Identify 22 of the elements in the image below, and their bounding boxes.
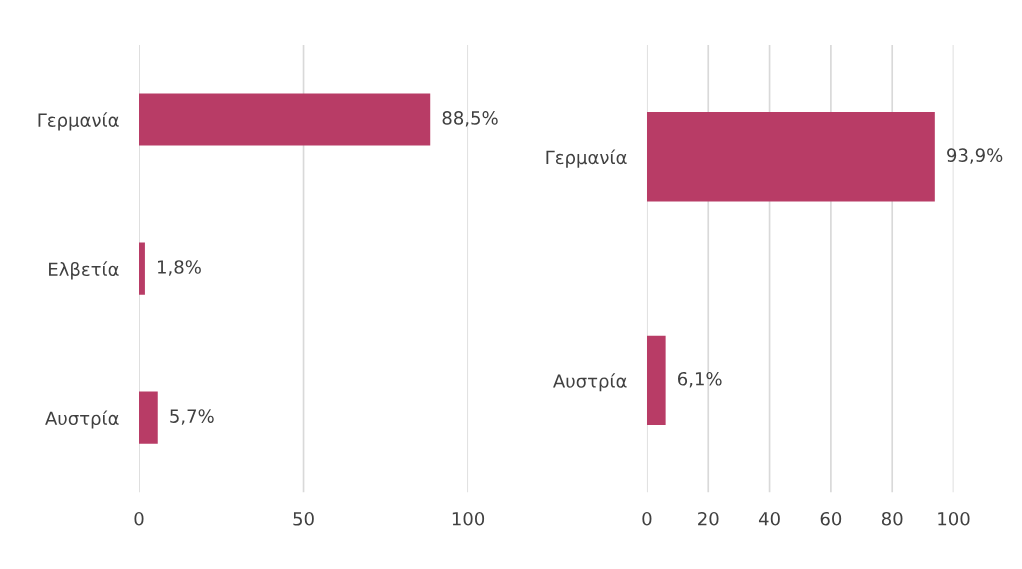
data-label: 6,1% xyxy=(678,371,722,388)
x-tick-label: 50 xyxy=(293,511,314,526)
x-tick-label: 100 xyxy=(938,511,970,526)
x-tick-label: 100 xyxy=(452,511,485,526)
y-tick-label: Γερμανία xyxy=(38,112,119,131)
x-tick-label: 80 xyxy=(881,511,903,526)
data-label: 93,9% xyxy=(947,148,1003,164)
x-tick-label: 0 xyxy=(134,511,144,526)
data-label: 5,7% xyxy=(170,409,214,425)
bar xyxy=(138,242,145,295)
y-tick-label: Γερμανία xyxy=(546,149,627,168)
bar xyxy=(138,93,431,146)
y-tick-label: Αυστρία xyxy=(45,410,119,429)
bar xyxy=(138,391,158,444)
y-tick-label: Ελβετία xyxy=(49,261,119,280)
x-tick-label: 20 xyxy=(698,511,719,526)
x-tick-label: 60 xyxy=(820,511,842,526)
y-tick-label: Αυστρία xyxy=(553,373,627,392)
data-label: 88,5% xyxy=(442,111,498,127)
x-tick-label: 40 xyxy=(758,511,780,526)
x-tick-label: 0 xyxy=(642,511,652,526)
data-label: 1,8% xyxy=(158,260,201,276)
